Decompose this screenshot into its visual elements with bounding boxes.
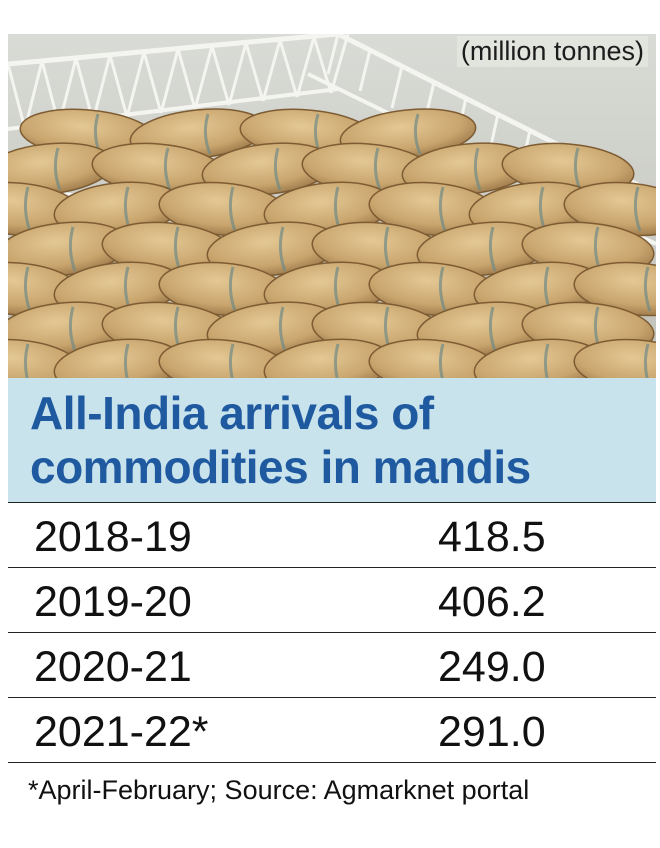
year-label: 2021-22* <box>34 708 209 756</box>
chart-title: All-India arrivals of commodities in man… <box>30 387 531 493</box>
truss-beam <box>390 65 404 109</box>
sack-stripe <box>438 343 445 378</box>
truss-beam <box>8 34 339 67</box>
sack-stripe <box>23 343 30 378</box>
truss-beam <box>227 42 248 106</box>
truss-beam <box>125 51 146 118</box>
truss-beam <box>261 39 282 102</box>
arrivals-value: 418.5 <box>438 513 546 561</box>
arrivals-value: 406.2 <box>438 578 546 626</box>
arrivals-value: 291.0 <box>438 708 546 756</box>
truss-beam <box>193 45 214 110</box>
sack-stripe <box>643 343 650 378</box>
truss-beam <box>329 34 350 94</box>
sack-pile <box>8 108 656 378</box>
table-row: 2020-21 249.0 <box>8 633 656 698</box>
table-row: 2019-20 406.2 <box>8 568 656 633</box>
sack-stripe <box>23 266 32 312</box>
table-row: 2021-22* 291.0 <box>8 698 656 763</box>
truss-beam <box>159 48 180 114</box>
year-label: 2019-20 <box>34 578 192 626</box>
truss-beam <box>210 45 231 106</box>
truss-beam <box>278 39 299 98</box>
sack-stripe <box>273 147 282 191</box>
footnote: *April-February; Source: Agmarknet porta… <box>28 775 530 805</box>
sack-stripe <box>488 226 497 272</box>
arrivals-value: 249.0 <box>438 643 546 691</box>
table-row: 2018-19 418.5 <box>8 502 656 568</box>
sack-stripe <box>278 306 287 352</box>
truss-beam <box>358 49 372 92</box>
sack-stripe <box>68 306 77 352</box>
sack-stripe <box>23 186 32 232</box>
sack-stripe <box>473 147 482 191</box>
truss-beam <box>176 48 197 110</box>
sack-stripe <box>53 147 62 191</box>
sack-stripe <box>163 147 172 191</box>
sack-stripe <box>228 266 237 312</box>
truss-beam <box>244 42 265 102</box>
sack-stripe <box>438 186 447 232</box>
year-label: 2018-19 <box>34 513 192 561</box>
truss-beam <box>8 63 27 130</box>
sack-stripe <box>543 343 550 378</box>
truss-beam <box>326 34 340 75</box>
title-panel: All-India arrivals of commodities in man… <box>8 378 656 502</box>
sack-stripe <box>633 186 642 232</box>
sack-stripe <box>228 343 235 378</box>
sack-stripe <box>333 343 340 378</box>
grain-sack <box>573 338 656 378</box>
data-table: 2018-19 418.5 2019-20 406.2 2020-21 249.0 2021… <box>8 502 656 763</box>
sack-stripe <box>203 113 212 155</box>
sack-stripe <box>438 266 447 312</box>
sack-stripe <box>488 306 497 352</box>
truss-beam <box>142 51 163 114</box>
units-label: (million tonnes) <box>456 36 648 67</box>
sack-stripe <box>643 266 652 312</box>
truss-beam <box>295 36 316 98</box>
sack-stripe <box>278 226 287 272</box>
sack-stripe <box>123 343 130 378</box>
sack-stripe <box>228 186 237 232</box>
year-label: 2020-21 <box>34 643 192 691</box>
sack-stripe <box>413 113 422 155</box>
sack-stripe <box>68 226 77 272</box>
sack-stripe <box>373 147 382 191</box>
grain-sacks-photo <box>8 34 656 378</box>
sacks-illustration <box>8 34 656 378</box>
truss-beam <box>108 54 129 118</box>
